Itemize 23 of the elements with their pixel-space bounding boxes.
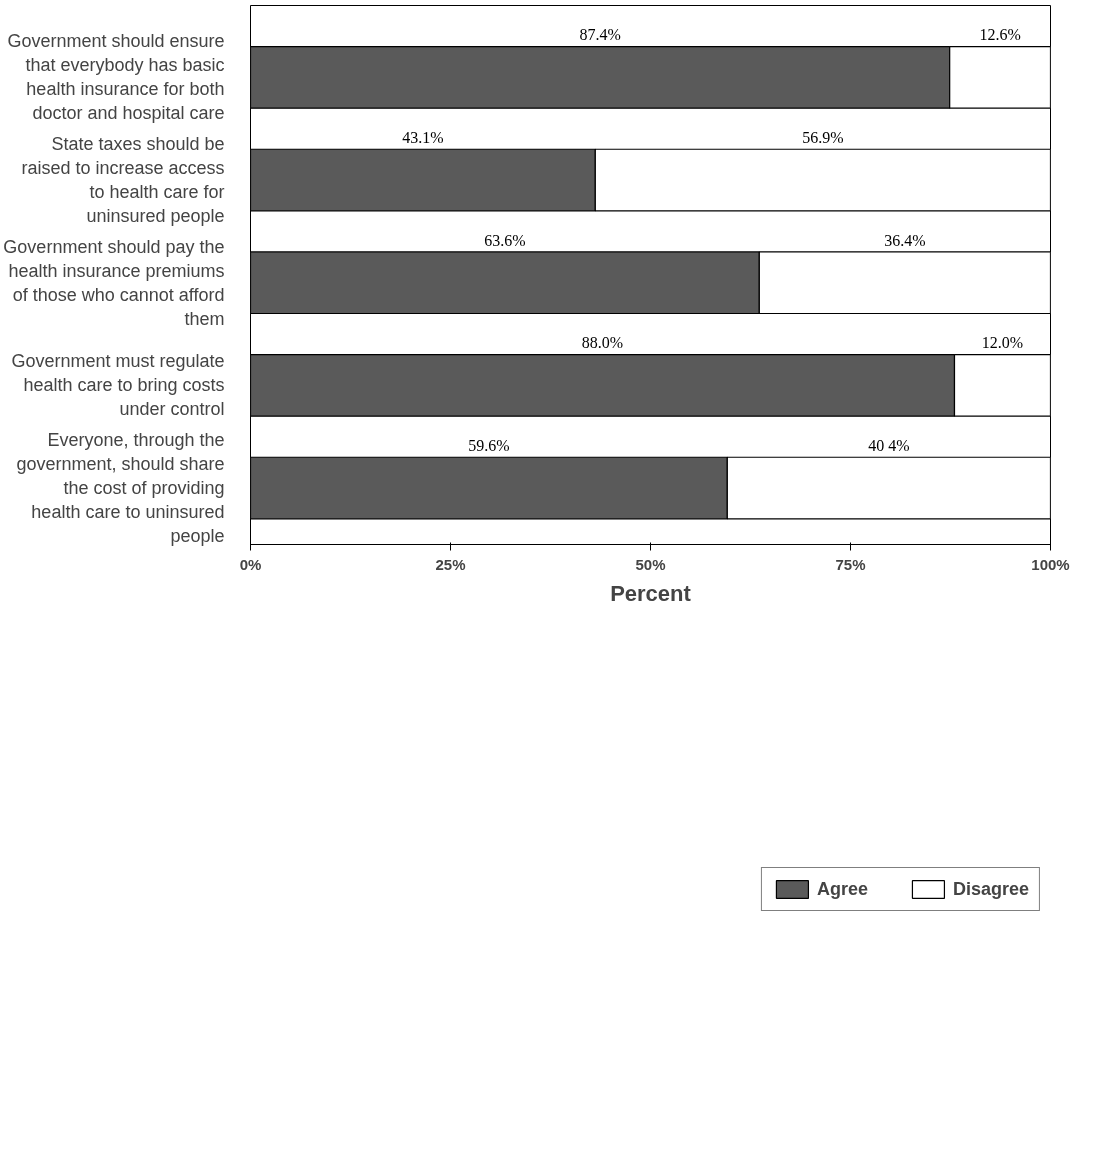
x-tick-label: 75% bbox=[835, 555, 866, 573]
legend-label: Agree bbox=[816, 878, 868, 900]
x-tick-label: 100% bbox=[1031, 555, 1070, 573]
y-tick-label: State taxes should be raised to increase access to health care for uninsured people bbox=[21, 134, 225, 227]
data-label: 12.6% bbox=[979, 26, 1021, 44]
x-tick-label: 0% bbox=[239, 555, 262, 573]
data-label: 43.1% bbox=[402, 129, 444, 147]
data-label: 88.0% bbox=[581, 334, 624, 352]
data-label: 87.4% bbox=[579, 26, 621, 44]
data-label: 56.9% bbox=[802, 129, 844, 147]
data-label: 12.0% bbox=[981, 334, 1024, 352]
x-tick-label: 25% bbox=[435, 555, 466, 573]
data-label: 59.6% bbox=[468, 437, 510, 455]
data-label: 63.6% bbox=[484, 231, 526, 249]
legend-label: Disagree bbox=[952, 878, 1029, 900]
data-label: 40 4% bbox=[868, 437, 910, 455]
y-tick-label: Government must regulate health care to bring costs under control bbox=[11, 351, 225, 420]
x-axis-title: Percent bbox=[610, 580, 692, 606]
y-tick-label: Government should ensure that everybody has basic health insurance for both doctor and hospital care bbox=[7, 31, 225, 124]
data-label: 36.4% bbox=[884, 231, 926, 249]
y-tick-label: Everyone, through the government, should share the cost of providing health care to uninsured people bbox=[16, 430, 225, 547]
y-tick-label: Government should pay the health insurance premiums of those who cannot afford them bbox=[3, 236, 225, 329]
x-tick-label: 50% bbox=[635, 555, 666, 573]
